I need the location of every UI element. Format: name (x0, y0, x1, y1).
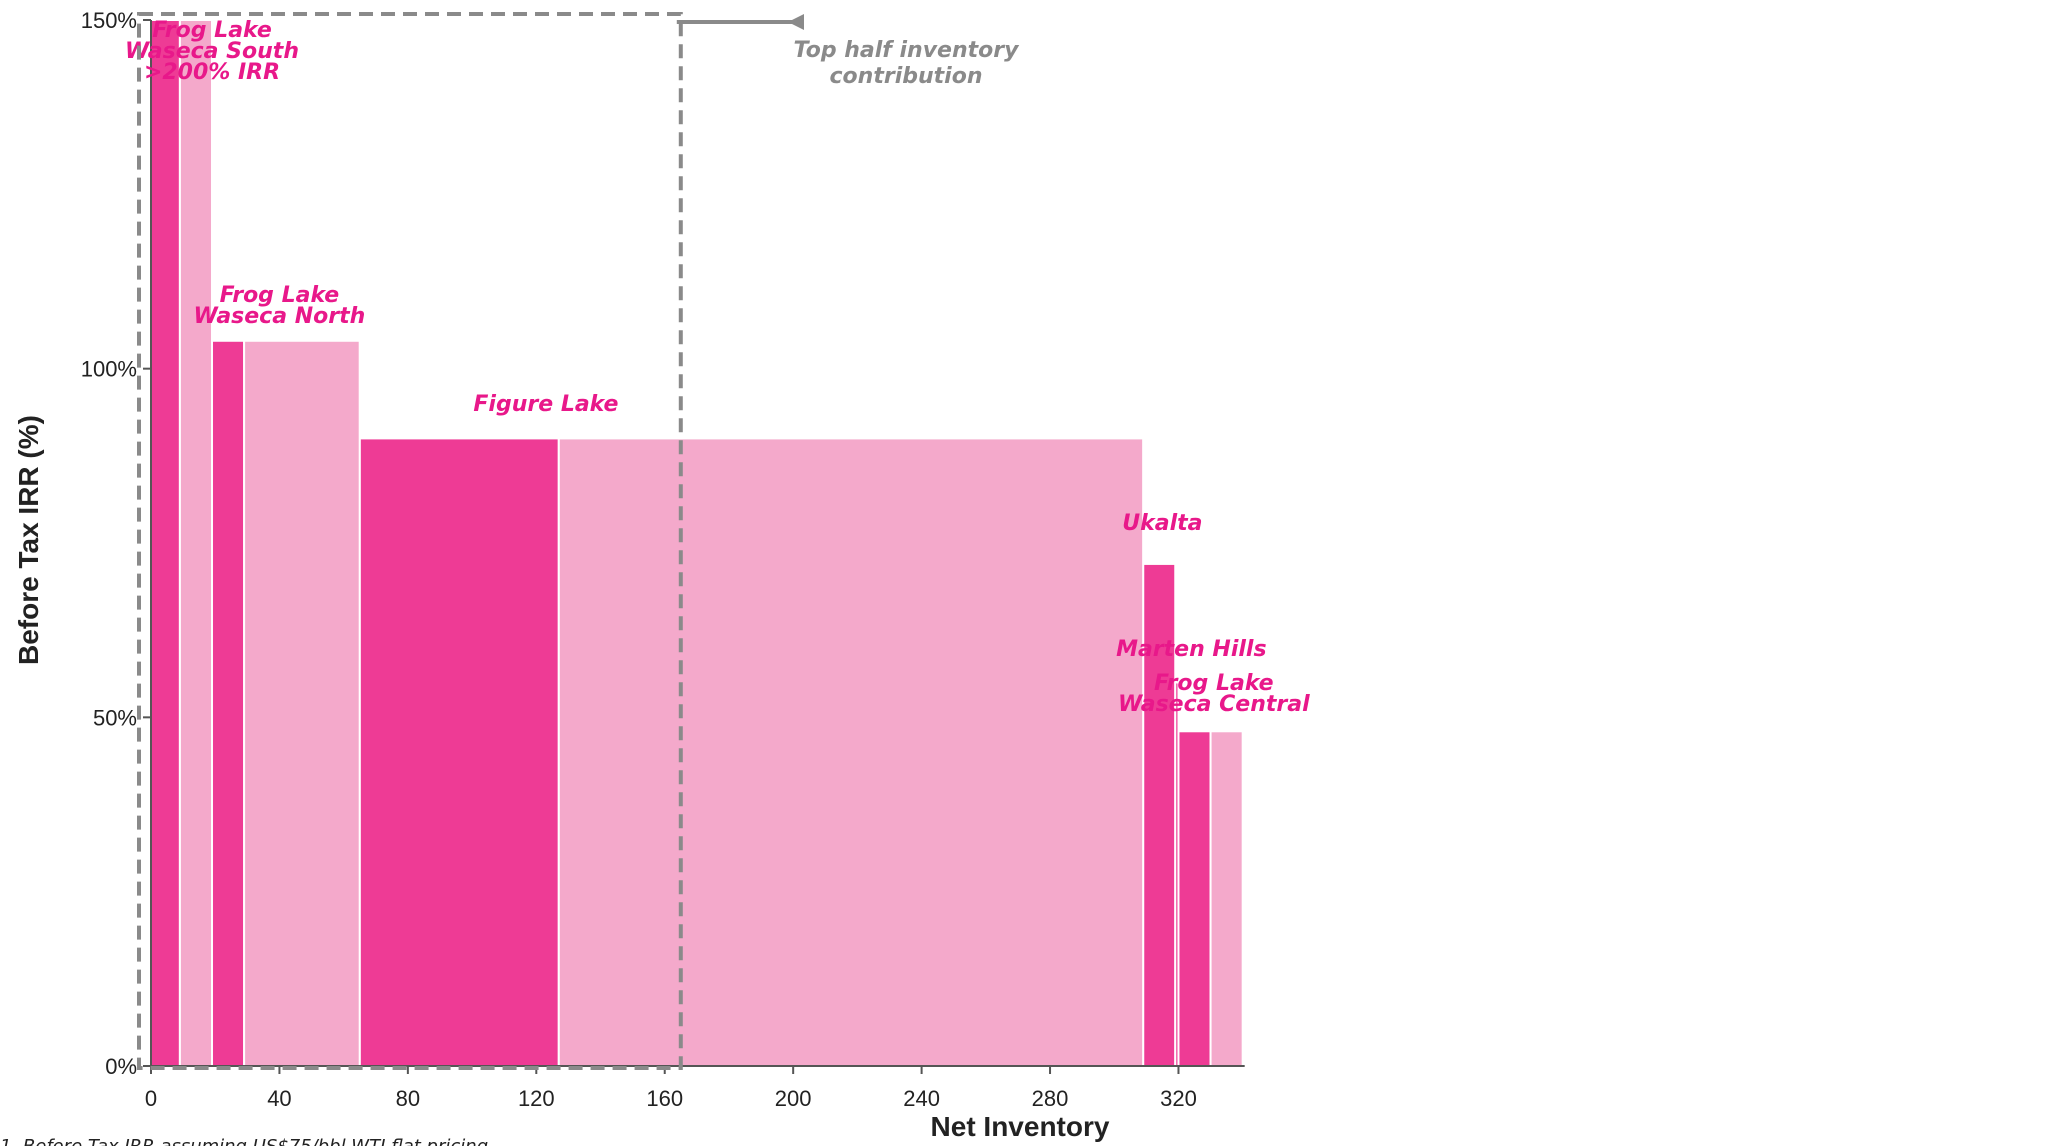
y-tick-label: 150% (81, 8, 137, 33)
top-half-dashed-box (137, 12, 683, 1070)
segment-label: Waseca South (125, 39, 299, 64)
segment-label: Waseca North (194, 304, 366, 329)
arrow-head (788, 14, 804, 30)
x-tick-label: 200 (775, 1086, 812, 1111)
x-axis-title: Net Inventory (931, 1111, 1110, 1142)
segment-label: Marten Hills (1116, 637, 1266, 662)
footnote: 1. Before Tax IRR assuming US$75/bbl WTI… (0, 1136, 488, 1146)
bar-series2-3 (557, 437, 1145, 1067)
x-tick-label: 40 (267, 1086, 291, 1111)
segment-label: Frog Lake (220, 283, 340, 308)
bar-series1-2 (211, 339, 246, 1068)
bar-series2-2 (243, 339, 361, 1068)
segment-label: >200% IRR (144, 60, 280, 85)
bar-series1-3 (358, 437, 560, 1067)
y-axis-title: Before Tax IRR (%) (13, 415, 44, 665)
segment-label: Waseca Central (1118, 692, 1310, 717)
x-tick-label: 80 (396, 1086, 420, 1111)
segment-label: Ukalta (1122, 511, 1202, 536)
x-tick-label: 160 (646, 1086, 683, 1111)
y-tick-label: 0% (105, 1054, 137, 1079)
bar-series1-6 (1177, 730, 1212, 1068)
segment-label: Frog Lake (152, 18, 272, 43)
annotation-text: contribution (830, 64, 983, 89)
x-tick-label: 280 (1032, 1086, 1069, 1111)
x-tick-label: 0 (145, 1086, 157, 1111)
x-tick-label: 320 (1160, 1086, 1197, 1111)
bar-series2-4 (1209, 730, 1244, 1068)
y-tick-label: 100% (81, 357, 137, 382)
segment-label: Figure Lake (473, 392, 618, 417)
bar-series1-1 (150, 19, 181, 1067)
y-tick-label: 50% (93, 705, 137, 730)
bar-series2-1 (178, 19, 214, 1067)
x-tick-label: 120 (518, 1086, 555, 1111)
annotation-text: Top half inventory (794, 38, 1021, 63)
segment-label: Frog Lake (1154, 671, 1274, 696)
x-tick-label: 240 (903, 1086, 940, 1111)
